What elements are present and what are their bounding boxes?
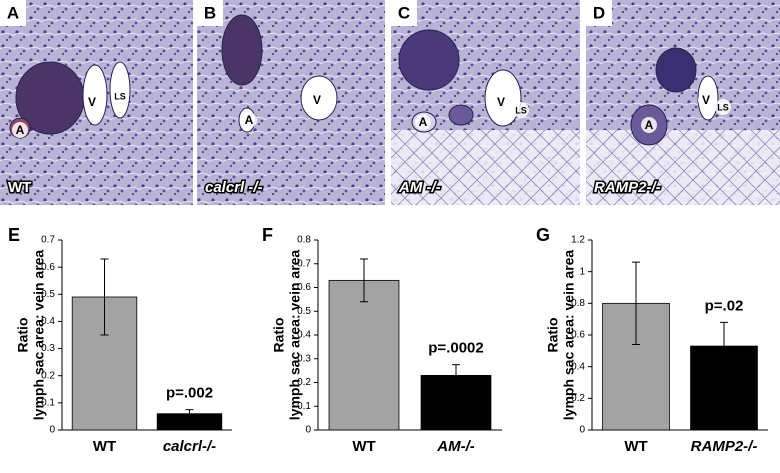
panel-letter: F — [262, 225, 273, 245]
fat-tissue — [391, 130, 580, 205]
x-tick-label: WT — [352, 438, 375, 455]
y-tick-label: 0.7 — [297, 258, 311, 269]
structure-label: LS — [717, 102, 729, 112]
y-axis-label-sub: lymph sac area: vein area — [561, 250, 577, 421]
y-tick-label: 0.1 — [41, 397, 55, 408]
y-tick-label: 0 — [49, 425, 55, 436]
structure-label: LS — [114, 91, 126, 101]
panel-letter: C — [398, 3, 410, 22]
x-tick-label: AM-/- — [436, 438, 475, 455]
letter-box — [0, 0, 26, 26]
genotype-label: WT — [8, 179, 31, 196]
p-value-annotation: p=.02 — [705, 297, 744, 314]
y-tick-label: 0 — [579, 425, 585, 436]
p-value-annotation: p=.002 — [166, 385, 213, 402]
y-tick-label: 0.2 — [297, 377, 311, 388]
y-tick-label: 0.7 — [41, 235, 55, 246]
letter-box — [586, 0, 612, 26]
genotype-label: AM -/- — [398, 179, 441, 196]
y-axis-label-sub: lymph sac area: vein area — [31, 250, 47, 421]
vessel — [221, 14, 263, 86]
y-axis-label: Ratio — [15, 318, 31, 353]
y-tick-label: 0.2 — [571, 393, 585, 404]
structure-label: A — [245, 113, 254, 127]
structure-marker — [84, 94, 100, 110]
y-tick-label: 0.6 — [41, 262, 55, 273]
fat-tissue — [586, 130, 780, 205]
structure-label: V — [497, 95, 505, 109]
structure-label: A — [16, 123, 25, 137]
letter-box — [391, 0, 417, 26]
structure-marker — [698, 92, 714, 108]
y-tick-label: 0.3 — [41, 343, 55, 354]
structure-label: V — [702, 93, 710, 107]
vessel — [448, 104, 474, 126]
structure-label: A — [419, 115, 428, 129]
panel-letter: D — [593, 3, 605, 22]
y-tick-label: 1 — [579, 266, 585, 277]
structure-marker — [641, 117, 657, 133]
panel-letter: E — [8, 225, 20, 245]
y-tick-label: 0.1 — [297, 401, 311, 412]
x-tick-label: calcrl-/- — [163, 438, 216, 455]
x-tick-label: RAMP2-/- — [691, 438, 758, 455]
y-tick-label: 0.5 — [41, 289, 55, 300]
y-tick-label: 0.4 — [41, 316, 55, 327]
structure-label: V — [313, 93, 321, 107]
vessel — [655, 47, 697, 93]
micrograph: D RAMP2-/- A V LS — [586, 0, 780, 205]
x-tick-label: WT — [93, 438, 116, 455]
structure-label: LS — [515, 105, 527, 115]
bar — [328, 279, 400, 431]
structure-marker — [112, 88, 128, 104]
x-tick-label: WT — [624, 438, 647, 455]
y-tick-label: 1.2 — [571, 235, 585, 246]
y-tick-label: 0.8 — [571, 298, 585, 309]
y-axis-label-sub: lymph sac area: vein area — [287, 250, 303, 421]
y-tick-label: 0.2 — [41, 370, 55, 381]
micrograph: C AM -/- A V LS — [391, 0, 580, 205]
y-tick-label: 0.6 — [297, 282, 311, 293]
y-tick-label: 0.6 — [571, 330, 585, 341]
p-value-annotation: p=.0002 — [428, 340, 483, 357]
structure-marker — [415, 114, 431, 130]
structure-label: V — [88, 95, 96, 109]
structure-marker — [513, 102, 529, 118]
vessel — [398, 29, 460, 91]
structure-marker — [241, 112, 257, 128]
structure-marker — [309, 92, 325, 108]
y-tick-label: 0.4 — [297, 330, 311, 341]
letter-box — [197, 0, 223, 26]
y-tick-label: 0.5 — [297, 306, 311, 317]
genotype-label: calcrl -/- — [205, 179, 263, 196]
structure-marker — [715, 99, 731, 115]
genotype-label: RAMP2-/- — [594, 179, 661, 196]
y-axis-label: Ratio — [271, 318, 287, 353]
panel-letter: A — [7, 3, 19, 22]
structure-marker — [12, 122, 28, 138]
structure-marker — [493, 94, 509, 110]
structure-label: A — [645, 118, 654, 132]
micrograph: A WT A V LS — [0, 0, 193, 205]
panel-letter: G — [536, 225, 550, 245]
panel-letter: B — [204, 3, 216, 22]
y-axis-label: Ratio — [545, 318, 561, 353]
y-tick-label: 0.4 — [571, 361, 585, 372]
y-tick-label: 0 — [305, 425, 311, 436]
y-tick-label: 0.8 — [297, 235, 311, 246]
y-tick-label: 0.3 — [297, 353, 311, 364]
